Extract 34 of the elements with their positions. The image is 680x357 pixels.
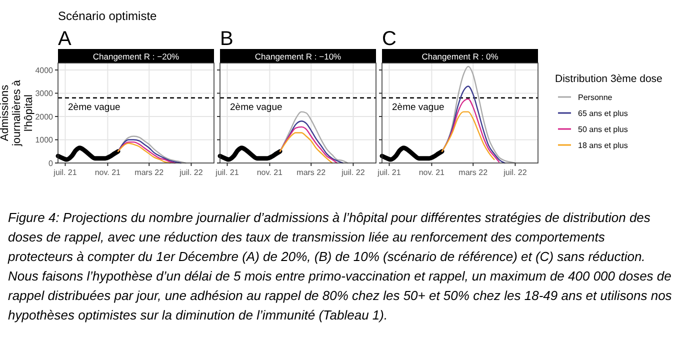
legend-label: 50 ans et plus [578,125,628,134]
x-tick-label: mars 22 [134,168,164,177]
x-tick-label: nov. 21 [94,168,122,177]
chart-subtitle: Changement R : 0% [422,52,499,62]
ref-line-label: 2ème vague [230,102,282,113]
x-tick-label: juil. 22 [502,168,528,177]
legend-title: Distribution 3ème dose [555,73,663,85]
chart-title: B [220,28,234,50]
x-tick-label: juil. 22 [178,168,204,177]
x-tick-label: mars 22 [296,168,326,177]
x-tick-label: mars 22 [458,168,488,177]
x-tick-label: nov. 21 [418,168,446,177]
y-tick-label: 3000 [35,89,54,98]
legend-label: 65 ans et plus [578,109,628,118]
ref-line-label: 2ème vague [68,102,120,113]
x-tick-label: nov. 21 [256,168,284,177]
ref-line-label: 2ème vague [392,102,444,113]
y-axis-title: Admissions journalières à l'hôpital [0,79,35,148]
x-tick-label: juil. 21 [214,168,240,177]
text: Scénario optimiste [58,9,158,23]
y-tick-label: 4000 [35,66,54,75]
chart-subtitle: Changement R : −10% [254,52,342,62]
caption: Figure 4: Projections du nombre journalier d’admissions à l’hôpital pour différentes stratégies de distribution des doses de rappel, avec une réduction des taux de transmission liée au renforcement des comportements protecteurs à compter du 1er Décembre (A) de 20%, (B) de 10% (scénario de référence) et (C) sans réduction. Nous faisons l’hypothèse d’un délai de 5 mois entre primo-vaccination et rappel, un maximum de 400 000 doses de rappel distribuées par jour, une adhésion au rappel de 80% chez les 50+ et 50% chez les 18-49 ans et utilisons nos hypothèses optimistes sur la diminution de l’immunité (Tableau 1). [7,210,672,322]
y-tick-label: 2000 [35,112,54,122]
x-tick-label: juil. 22 [340,168,366,177]
chart-title: A [58,28,72,50]
x-tick-label: juil. 21 [376,168,402,177]
chart-subtitle: Changement R : −20% [92,52,180,62]
y-tick-label: 0 [48,159,54,168]
y-tick-label: 1000 [35,136,54,145]
x-tick-label: juil. 21 [52,168,78,177]
chart-title: C [382,28,396,50]
legend-label: Personne [578,93,613,102]
legend-label: 18 ans et plus [578,141,628,150]
